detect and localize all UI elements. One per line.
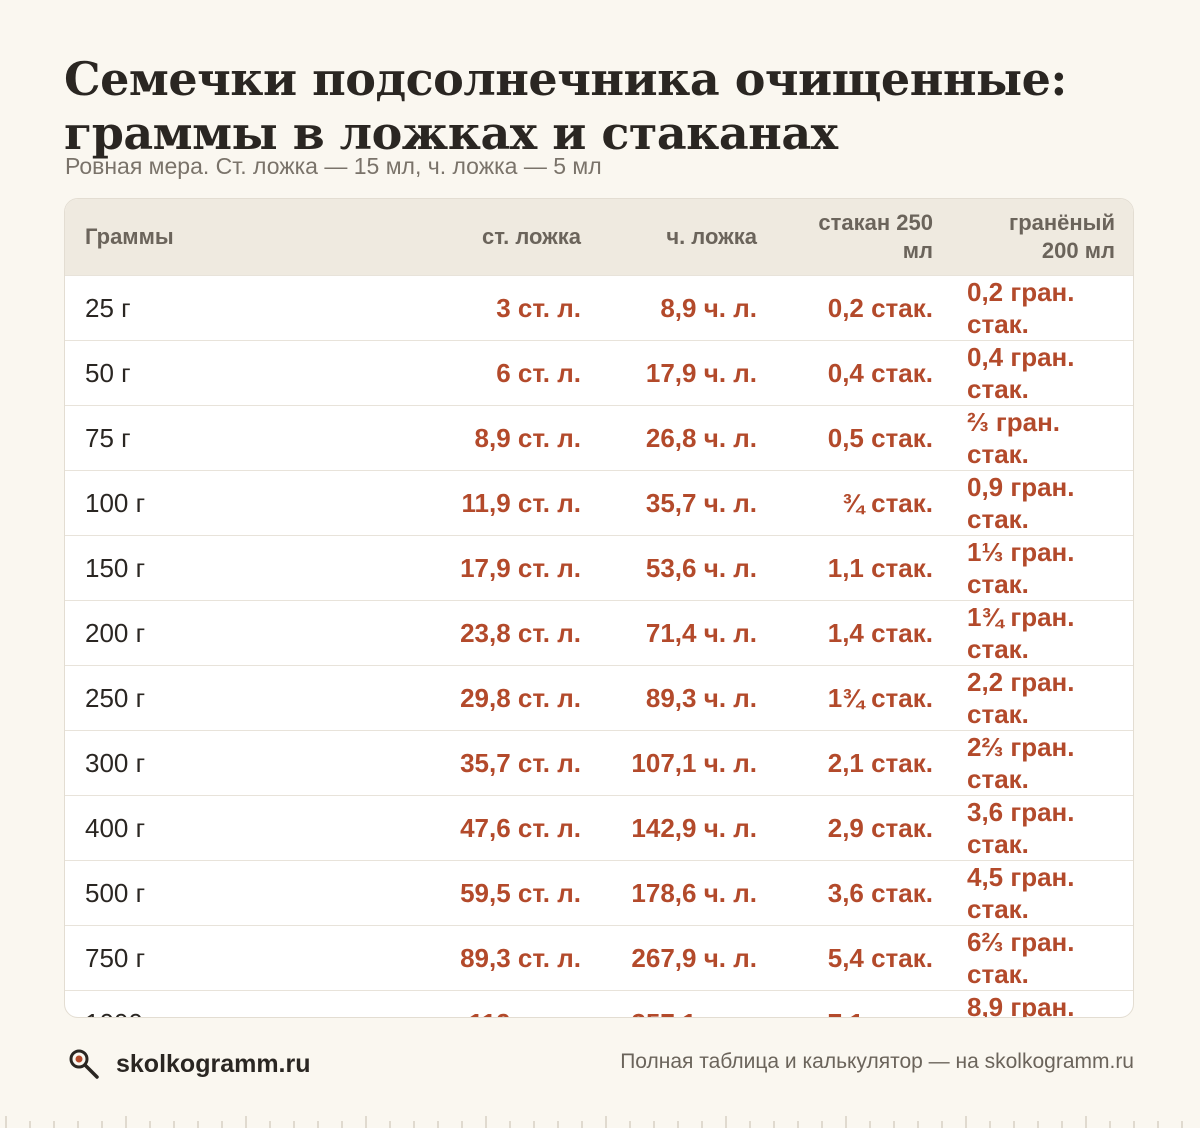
cell-grams: 400 г bbox=[85, 812, 146, 843]
cell-teaspoon: 142,9 ч. л. bbox=[631, 812, 757, 843]
cell-grams: 250 г bbox=[85, 682, 146, 713]
cell-cup-250: 1¾ стак. bbox=[827, 682, 933, 713]
cell-faceted-glass-200: 3,6 гран. стак. bbox=[967, 796, 1075, 859]
cell-cup-250: 1,1 стак. bbox=[827, 552, 933, 583]
table-row: 300 г 35,7 ст. л. 107,1 ч. л. 2,1 стак. … bbox=[65, 730, 1133, 795]
table-row: 50 г 6 ст. л. 17,9 ч. л. 0,4 стак. 0,4 г… bbox=[65, 340, 1133, 405]
cell-cup-250: ¾ стак. bbox=[842, 487, 933, 518]
cell-grams: 100 г bbox=[85, 487, 146, 518]
cell-grams: 500 г bbox=[85, 877, 146, 908]
cell-cup-250: 5,4 стак. bbox=[827, 942, 933, 973]
cell-cup-250: 7,1 стак. bbox=[777, 990, 953, 1018]
table-row: 25 г 3 ст. л. 8,9 ч. л. 0,2 стак. 0,2 гр… bbox=[65, 275, 1133, 340]
cell-teaspoon: 17,9 ч. л. bbox=[645, 357, 757, 388]
table-row: 1000 г 119 ст. л. 357,1 ч. л. 7,1 стак. … bbox=[65, 990, 1133, 1018]
cell-teaspoon: 8,9 ч. л. bbox=[660, 292, 757, 323]
conversion-table: Граммы ст. ложка ч. ложка стакан 250 мл … bbox=[65, 199, 1133, 1018]
table-row: 250 г 29,8 ст. л. 89,3 ч. л. 1¾ стак. 2,… bbox=[65, 665, 1133, 730]
cell-faceted-glass-200: 6⅔ гран. стак. bbox=[967, 926, 1075, 989]
cell-grams: 25 г bbox=[85, 292, 131, 323]
footer-note: Полная таблица и калькулятор — на skolko… bbox=[620, 1050, 1134, 1073]
cell-tablespoon: 119 ст. л. bbox=[425, 990, 601, 1018]
cell-tablespoon: 8,9 ст. л. bbox=[474, 422, 581, 453]
cell-teaspoon: 178,6 ч. л. bbox=[631, 877, 757, 908]
footer-brand-link[interactable]: skolkogramm.ru bbox=[64, 1044, 311, 1084]
cell-teaspoon: 267,9 ч. л. bbox=[631, 942, 757, 973]
cell-grams: 75 г bbox=[85, 422, 131, 453]
table-row: 150 г 17,9 ст. л. 53,6 ч. л. 1,1 стак. 1… bbox=[65, 535, 1133, 600]
cell-grams: 50 г bbox=[85, 357, 131, 388]
column-header-tablespoon: ст. ложка bbox=[482, 223, 581, 249]
cell-tablespoon: 11,9 ст. л. bbox=[461, 487, 582, 518]
cell-teaspoon: 35,7 ч. л. bbox=[645, 487, 757, 518]
cell-cup-250: 0,4 стак. bbox=[827, 357, 933, 388]
table-row: 750 г 89,3 ст. л. 267,9 ч. л. 5,4 стак. … bbox=[65, 925, 1133, 990]
cell-tablespoon: 29,8 ст. л. bbox=[460, 682, 581, 713]
cell-tablespoon: 47,6 ст. л. bbox=[460, 812, 581, 843]
cell-faceted-glass-200: 0,4 гран. стак. bbox=[967, 341, 1075, 404]
conversion-table-card: Граммы ст. ложка ч. ложка стакан 250 мл … bbox=[64, 198, 1134, 1018]
cell-grams: 1000 г bbox=[65, 990, 425, 1018]
cell-faceted-glass-200: 1¾ гран. стак. bbox=[967, 601, 1075, 664]
cell-cup-250: 1,4 стак. bbox=[827, 617, 933, 648]
cell-cup-250: 2,1 стак. bbox=[827, 747, 933, 778]
cell-teaspoon: 107,1 ч. л. bbox=[631, 747, 757, 778]
cell-teaspoon: 71,4 ч. л. bbox=[645, 617, 757, 648]
table-row: 500 г 59,5 ст. л. 178,6 ч. л. 3,6 стак. … bbox=[65, 860, 1133, 925]
cell-faceted-glass-200: 1⅓ гран. стак. bbox=[967, 536, 1075, 599]
cell-tablespoon: 3 ст. л. bbox=[496, 292, 581, 323]
page-title: Семечки подсолнечника очищенные: граммы … bbox=[64, 52, 1067, 160]
cell-faceted-glass-200: 2⅔ гран. стак. bbox=[967, 731, 1075, 794]
cell-tablespoon: 59,5 ст. л. bbox=[460, 877, 581, 908]
cell-teaspoon: 26,8 ч. л. bbox=[645, 422, 757, 453]
table-header-row: Граммы ст. ложка ч. ложка стакан 250 мл … bbox=[65, 199, 1133, 275]
column-header-faceted-glass-200: гранёный 200 мл bbox=[1009, 209, 1115, 263]
column-header-grams: Граммы bbox=[85, 223, 174, 249]
cell-cup-250: 0,5 стак. bbox=[827, 422, 933, 453]
table-row: 200 г 23,8 ст. л. 71,4 ч. л. 1,4 стак. 1… bbox=[65, 600, 1133, 665]
table-row: 75 г 8,9 ст. л. 26,8 ч. л. 0,5 стак. ⅔ г… bbox=[65, 405, 1133, 470]
column-header-cup-250: стакан 250 мл bbox=[818, 209, 933, 263]
cell-teaspoon: 89,3 ч. л. bbox=[645, 682, 757, 713]
page-subtitle: Ровная мера. Ст. ложка — 15 мл, ч. ложка… bbox=[65, 153, 602, 179]
cell-faceted-glass-200: 4,5 гран. стак. bbox=[967, 861, 1075, 924]
column-header-teaspoon: ч. ложка bbox=[666, 223, 757, 249]
cell-grams: 300 г bbox=[85, 747, 146, 778]
cell-tablespoon: 89,3 ст. л. bbox=[460, 942, 581, 973]
cell-grams: 750 г bbox=[85, 942, 146, 973]
cell-grams: 150 г bbox=[85, 552, 146, 583]
cell-faceted-glass-200: 8,9 гран. стак. bbox=[967, 991, 1075, 1018]
cell-faceted-glass-200: ⅔ гран. стак. bbox=[967, 406, 1061, 469]
cell-tablespoon: 17,9 ст. л. bbox=[460, 552, 581, 583]
cell-teaspoon: 357,1 ч. л. bbox=[601, 990, 777, 1018]
ruler-decoration bbox=[5, 1116, 1183, 1128]
magnifier-icon bbox=[69, 1049, 99, 1079]
cell-grams: 200 г bbox=[85, 617, 146, 648]
cell-tablespoon: 23,8 ст. л. bbox=[460, 617, 581, 648]
cell-faceted-glass-200: 2,2 гран. стак. bbox=[967, 666, 1075, 729]
cell-cup-250: 2,9 стак. bbox=[827, 812, 933, 843]
table-row: 400 г 47,6 ст. л. 142,9 ч. л. 2,9 стак. … bbox=[65, 795, 1133, 860]
cell-teaspoon: 53,6 ч. л. bbox=[645, 552, 757, 583]
footer-brand: skolkogramm.ru bbox=[116, 1049, 311, 1078]
cell-faceted-glass-200: 0,9 гран. стак. bbox=[967, 471, 1075, 534]
table-row: 100 г 11,9 ст. л. 35,7 ч. л. ¾ стак. 0,9… bbox=[65, 470, 1133, 535]
cell-cup-250: 0,2 стак. bbox=[827, 292, 933, 323]
cell-tablespoon: 35,7 ст. л. bbox=[460, 747, 581, 778]
cell-faceted-glass-200: 0,2 гран. стак. bbox=[967, 276, 1075, 339]
cell-cup-250: 3,6 стак. bbox=[827, 877, 933, 908]
cell-tablespoon: 6 ст. л. bbox=[496, 357, 581, 388]
